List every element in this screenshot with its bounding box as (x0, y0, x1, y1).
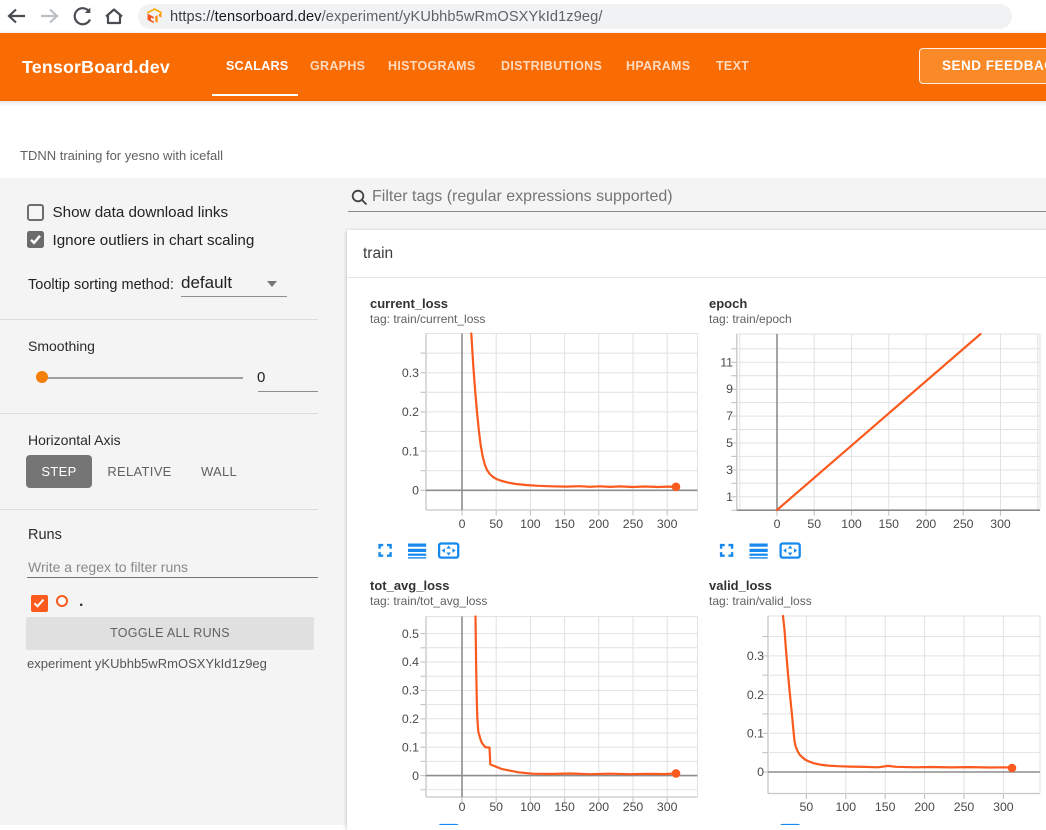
svg-text:0.1: 0.1 (747, 727, 764, 741)
svg-text:200: 200 (589, 800, 610, 814)
svg-text:11: 11 (720, 355, 733, 369)
svg-text:50: 50 (489, 800, 503, 814)
svg-text:5: 5 (726, 436, 733, 450)
svg-text:100: 100 (520, 800, 541, 814)
svg-text:50: 50 (800, 800, 814, 814)
svg-text:0.2: 0.2 (402, 712, 419, 726)
svg-text:0: 0 (459, 517, 466, 531)
svg-text:0.1: 0.1 (402, 740, 419, 754)
svg-text:150: 150 (878, 517, 899, 531)
svg-text:0.1: 0.1 (402, 444, 419, 458)
svg-text:150: 150 (554, 517, 575, 531)
svg-text:0.3: 0.3 (747, 649, 764, 663)
svg-text:0.5: 0.5 (402, 627, 419, 641)
svg-text:3: 3 (726, 463, 733, 477)
svg-text:0: 0 (774, 517, 781, 531)
svg-text:50: 50 (807, 517, 821, 531)
svg-text:0.4: 0.4 (402, 655, 419, 669)
svg-text:300: 300 (657, 800, 678, 814)
svg-text:250: 250 (953, 517, 974, 531)
svg-text:9: 9 (726, 382, 733, 396)
svg-text:300: 300 (990, 517, 1011, 531)
svg-text:0.3: 0.3 (402, 684, 419, 698)
svg-text:150: 150 (875, 800, 896, 814)
svg-text:300: 300 (657, 517, 678, 531)
svg-text:100: 100 (520, 517, 541, 531)
svg-text:1: 1 (726, 490, 733, 504)
svg-text:100: 100 (841, 517, 862, 531)
svg-text:0: 0 (412, 484, 419, 498)
svg-text:300: 300 (993, 800, 1014, 814)
svg-text:0.3: 0.3 (402, 366, 419, 380)
svg-text:250: 250 (623, 517, 644, 531)
svg-text:250: 250 (623, 800, 644, 814)
svg-text:7: 7 (726, 409, 733, 423)
svg-text:150: 150 (554, 800, 575, 814)
svg-text:200: 200 (916, 517, 937, 531)
svg-text:200: 200 (589, 517, 610, 531)
svg-text:0.2: 0.2 (402, 405, 419, 419)
svg-text:0: 0 (459, 800, 466, 814)
svg-text:50: 50 (489, 517, 503, 531)
svg-text:0: 0 (757, 765, 764, 779)
svg-text:250: 250 (954, 800, 975, 814)
svg-text:100: 100 (836, 800, 857, 814)
svg-text:200: 200 (914, 800, 935, 814)
svg-text:0.2: 0.2 (747, 688, 764, 702)
svg-text:0: 0 (412, 769, 419, 783)
